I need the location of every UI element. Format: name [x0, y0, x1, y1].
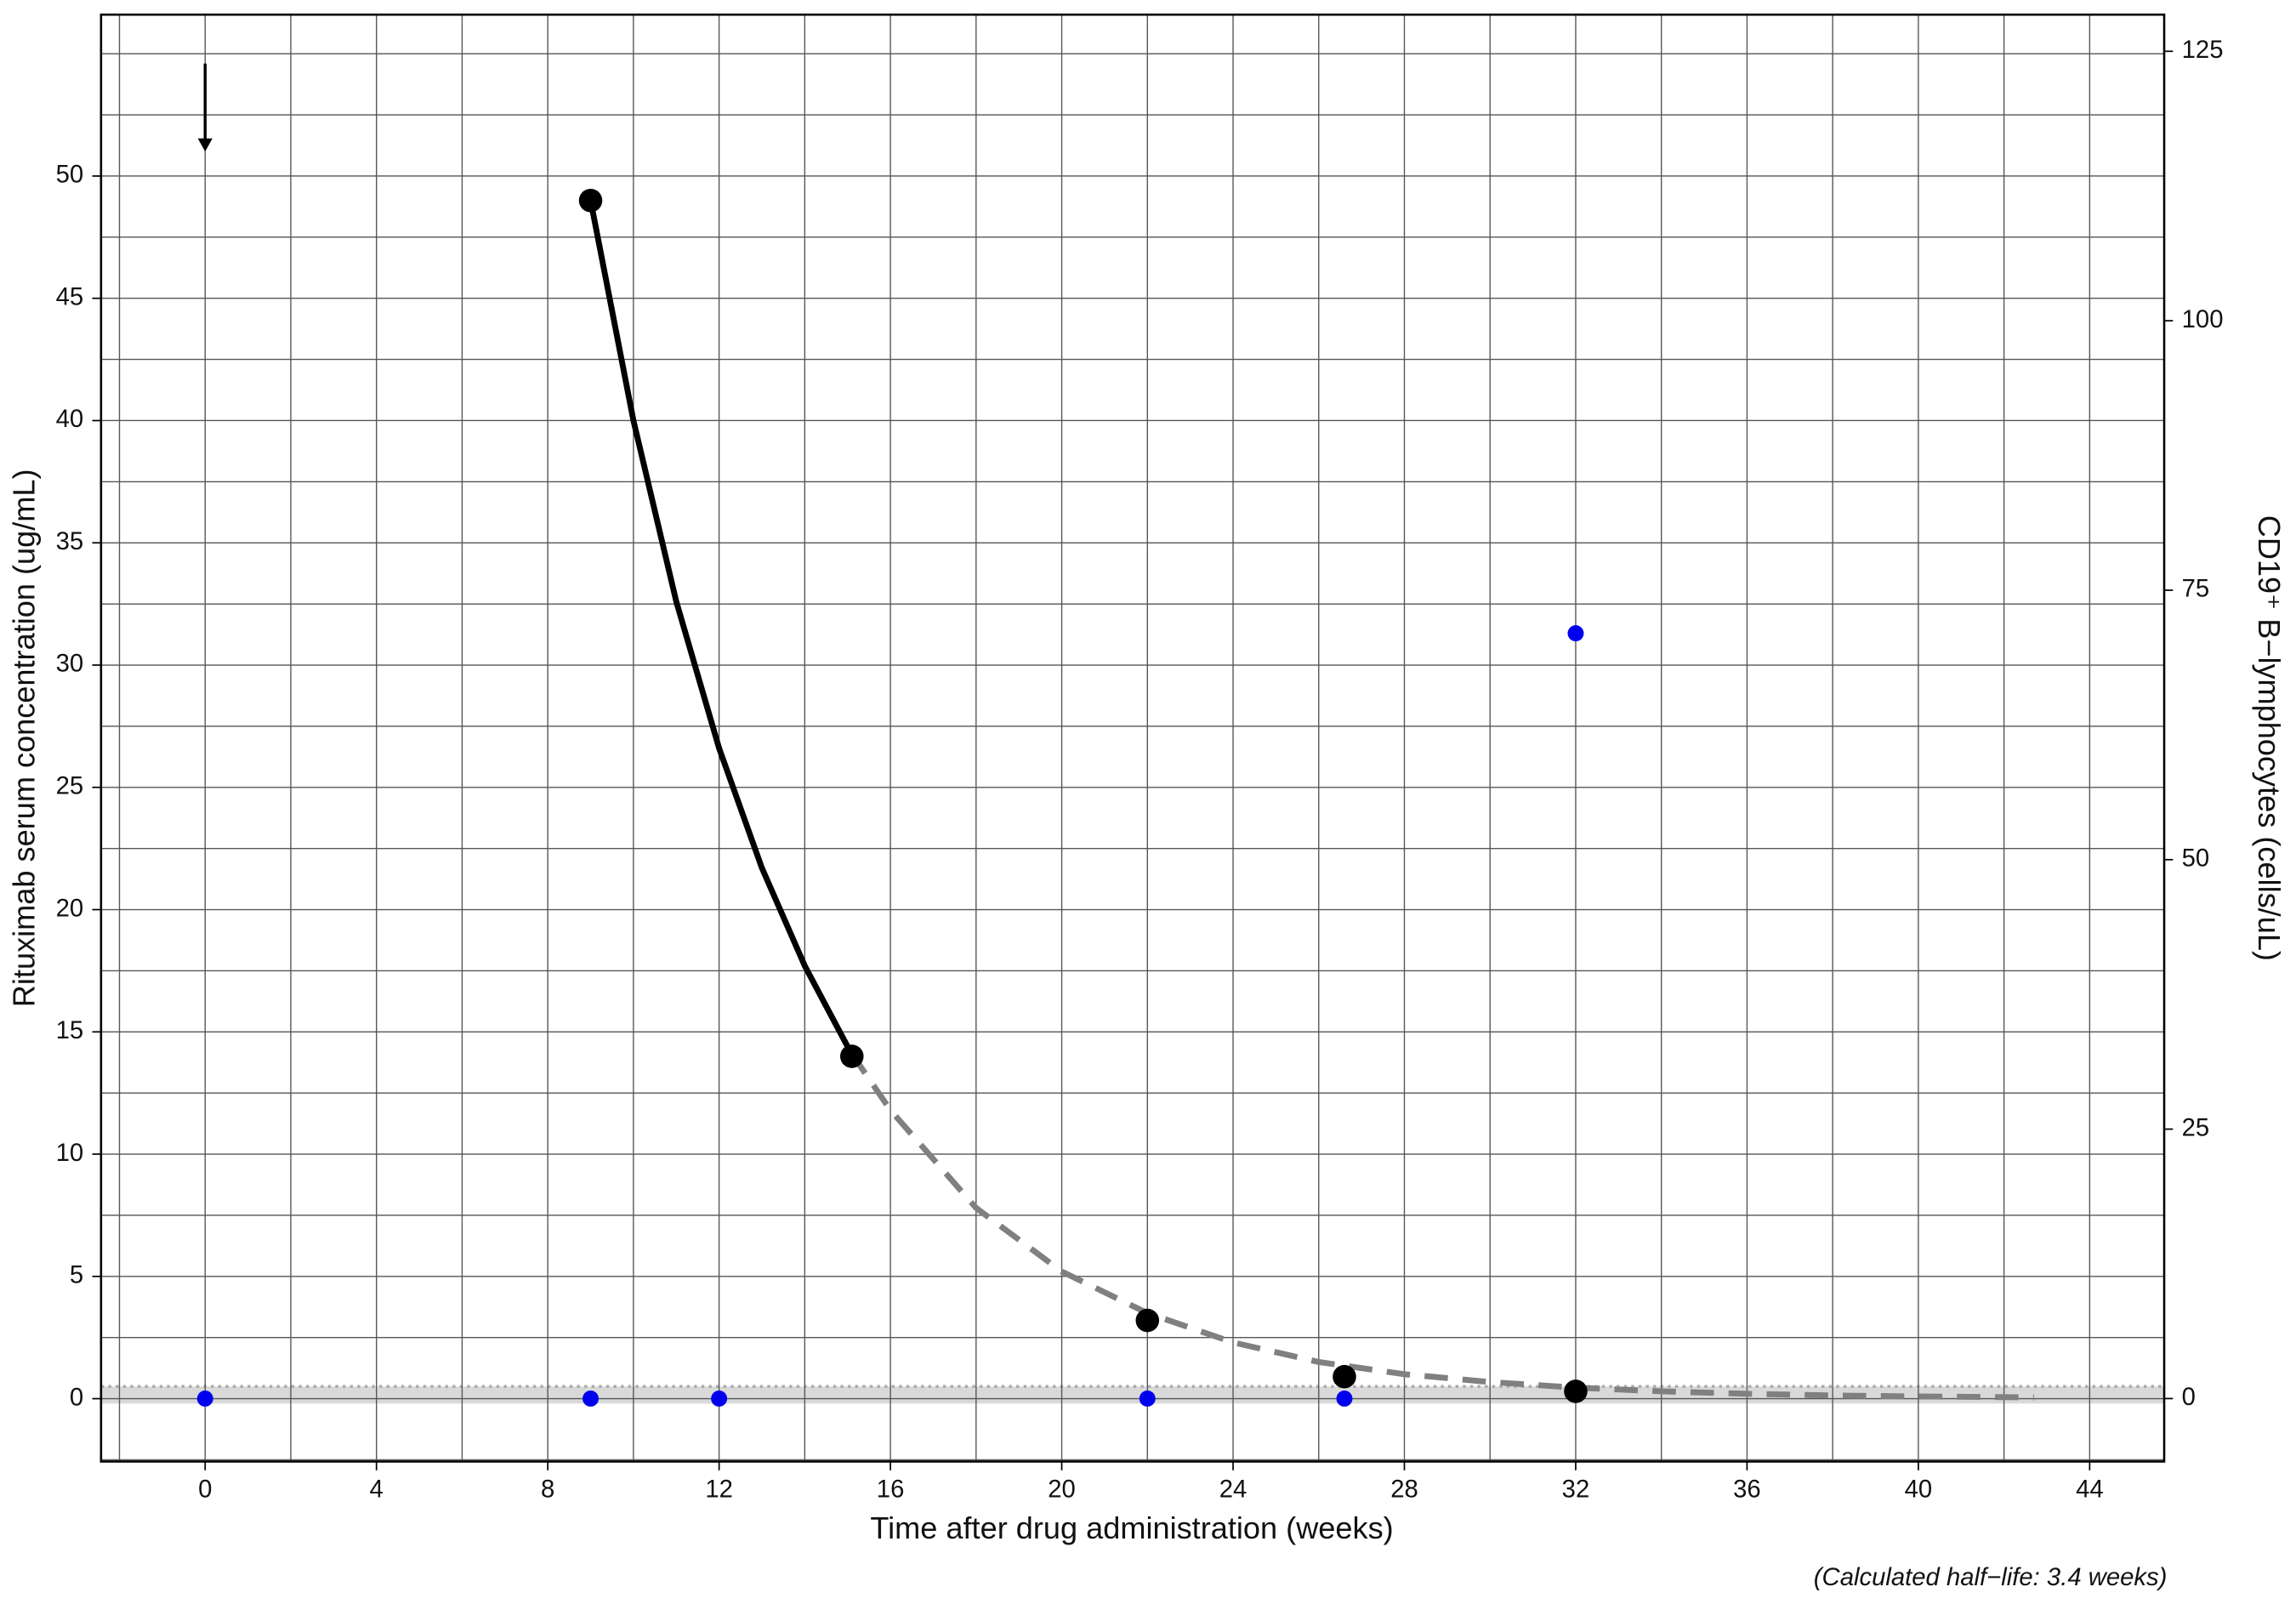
y-tick-label: 45 [56, 283, 84, 310]
x-tick-label: 20 [1048, 1476, 1076, 1504]
x-axis-label: Time after drug administration (weeks) [870, 1510, 1393, 1545]
x-tick-label: 24 [1219, 1476, 1247, 1504]
plot-frame [99, 13, 2166, 1463]
x-tick-label: 16 [877, 1476, 905, 1504]
x-tick-label: 36 [1733, 1476, 1761, 1504]
data-point [1567, 625, 1584, 642]
y2-tick-label: 125 [2182, 37, 2224, 64]
y-tick-label: 15 [56, 1017, 84, 1044]
y2-axis-label: CD19⁺ B−lymphocytes (cells/uL) [2252, 515, 2287, 961]
y-tick-label: 50 [56, 162, 84, 189]
y2-tick-label: 75 [2182, 576, 2210, 603]
x-tick-label: 40 [1905, 1476, 1933, 1504]
y-tick-label: 25 [56, 773, 84, 800]
x-tick-label: 8 [541, 1476, 554, 1504]
annotation: (Calculated half−life: 3.4 weeks) [1814, 1564, 2168, 1591]
data-point [1333, 1364, 1356, 1389]
x-tick-label: 44 [2076, 1476, 2104, 1504]
data-point [711, 1390, 728, 1407]
x-tick-label: 4 [370, 1476, 384, 1504]
data-point [1564, 1379, 1588, 1403]
y2-tick-label: 100 [2182, 306, 2224, 333]
dose-arrow-head [197, 138, 213, 152]
fit-curve [588, 200, 855, 1055]
data-point [839, 1044, 864, 1068]
x-tick-label: 32 [1562, 1476, 1590, 1504]
data-point [578, 188, 603, 213]
y-tick-label: 0 [70, 1384, 83, 1411]
y-tick-label: 10 [56, 1140, 84, 1167]
y2-tick-label: 25 [2182, 1114, 2210, 1141]
y-axis-label: Rituximab serum concentration (ug/mL) [7, 469, 42, 1007]
y-tick-label: 20 [56, 895, 84, 922]
y2-tick-label: 0 [2182, 1384, 2196, 1411]
shaded-band [100, 1386, 2165, 1404]
data-point [1139, 1390, 1156, 1407]
y2-tick-label: 50 [2182, 845, 2210, 873]
x-tick-label: 12 [705, 1476, 733, 1504]
y-tick-label: 40 [56, 406, 84, 433]
x-tick-label: 28 [1390, 1476, 1418, 1504]
y-tick-label: 30 [56, 651, 84, 678]
data-point [196, 1390, 213, 1407]
data-point [583, 1390, 600, 1407]
x-tick-label: 0 [198, 1476, 212, 1504]
y-tick-label: 35 [56, 528, 84, 555]
data-point [1336, 1390, 1353, 1407]
fit-curve [849, 1052, 2034, 1401]
data-point [1135, 1308, 1160, 1333]
y-tick-label: 5 [70, 1262, 83, 1289]
